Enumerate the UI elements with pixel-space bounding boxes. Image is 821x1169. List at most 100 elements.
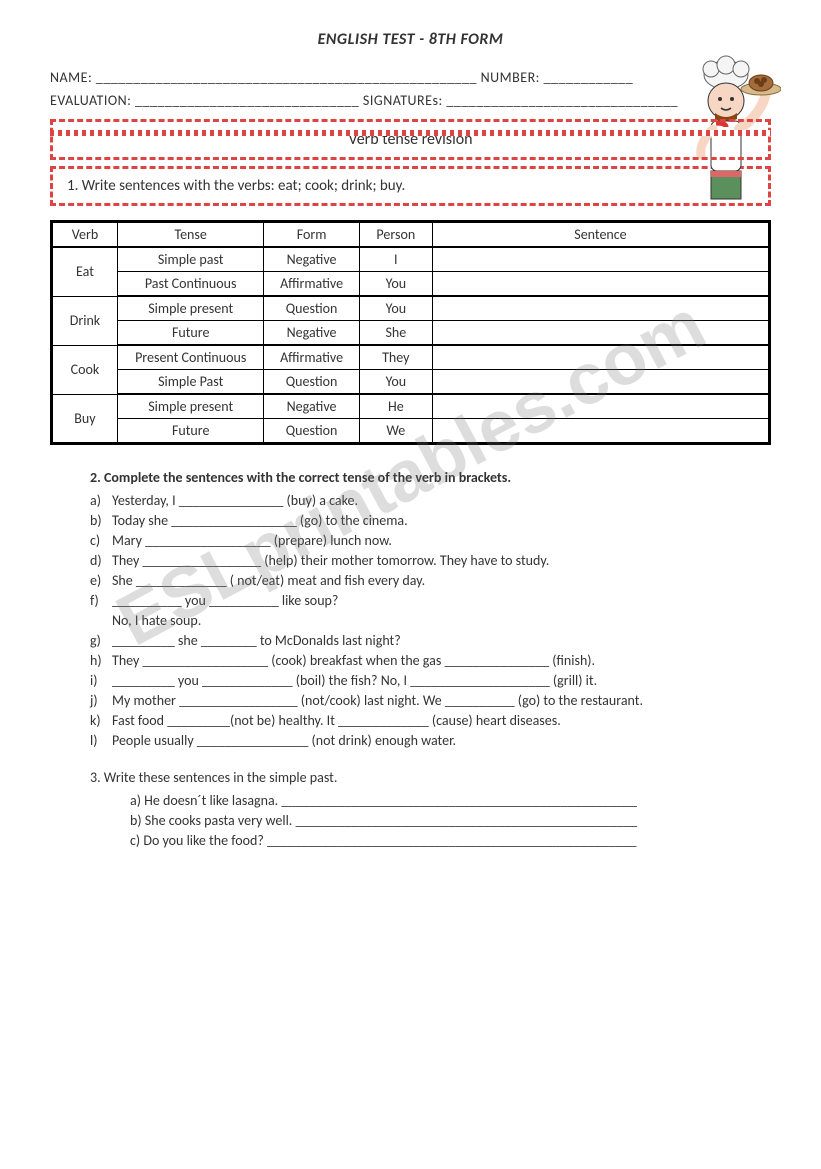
item-label: k) bbox=[90, 712, 112, 729]
table-row: Future Question We bbox=[52, 419, 770, 444]
list-item: b) She cooks pasta very well. __________… bbox=[130, 812, 771, 829]
cell-person: You bbox=[359, 272, 432, 297]
item-text: Fast food _________(not be) healthy. It … bbox=[112, 712, 561, 729]
item-label: j) bbox=[90, 692, 112, 709]
item-text: Today she __________________ (go) to the… bbox=[112, 512, 408, 529]
list-item: g)_________ she ________ to McDonalds la… bbox=[90, 632, 771, 649]
cell-sentence bbox=[432, 321, 769, 346]
list-item: c)Mary __________________ (prepare) lunc… bbox=[90, 532, 771, 549]
cell-form: Affirmative bbox=[264, 345, 359, 370]
item-text: Do you like the food? __________________… bbox=[143, 832, 636, 849]
question-1-text: 1. Write sentences with the verbs: eat; … bbox=[67, 177, 405, 195]
cell-form: Question bbox=[264, 419, 359, 444]
table-row: Buy Simple present Negative He bbox=[52, 394, 770, 419]
item-label: a) bbox=[130, 792, 141, 809]
cell-form: Question bbox=[264, 296, 359, 321]
cell-form: Negative bbox=[264, 394, 359, 419]
table-row: Future Negative She bbox=[52, 321, 770, 346]
cell-person: She bbox=[359, 321, 432, 346]
table-header-row: Verb Tense Form Person Sentence bbox=[52, 222, 770, 248]
table-row: Eat Simple past Negative I bbox=[52, 247, 770, 272]
cell-form: Affirmative bbox=[264, 272, 359, 297]
item-text: She cooks pasta very well. _____________… bbox=[145, 812, 637, 829]
item-label: h) bbox=[90, 652, 112, 669]
item-label: l) bbox=[90, 732, 112, 749]
list-item: k)Fast food _________(not be) healthy. I… bbox=[90, 712, 771, 729]
cell-person: He bbox=[359, 394, 432, 419]
list-item: d)They _________________ (help) their mo… bbox=[90, 552, 771, 569]
section-box-text: Verb tense revision bbox=[348, 130, 472, 149]
cell-tense: Past Continuous bbox=[117, 272, 264, 297]
list-item: b)Today she __________________ (go) to t… bbox=[90, 512, 771, 529]
list-item: e)She _____________ ( not/eat) meat and … bbox=[90, 572, 771, 589]
question-2-heading: 2. Complete the sentences with the corre… bbox=[90, 469, 771, 486]
list-item: i)_________ you _____________ (boil) the… bbox=[90, 672, 771, 689]
th-person: Person bbox=[359, 222, 432, 248]
item-text: Mary __________________ (prepare) lunch … bbox=[112, 532, 392, 549]
cell-verb: Eat bbox=[52, 247, 118, 296]
cell-sentence bbox=[432, 345, 769, 370]
item-text: _________ you _____________ (boil) the f… bbox=[112, 672, 597, 689]
item-label: b) bbox=[130, 812, 142, 829]
cell-sentence bbox=[432, 419, 769, 444]
cell-person: You bbox=[359, 296, 432, 321]
list-item: f)__________ you __________ like soup? bbox=[90, 592, 771, 609]
item-text: She _____________ ( not/eat) meat and fi… bbox=[112, 572, 425, 589]
item-label: c) bbox=[130, 832, 140, 849]
cell-sentence bbox=[432, 394, 769, 419]
list-item: No, I hate soup. bbox=[90, 612, 771, 629]
cell-person: We bbox=[359, 419, 432, 444]
cell-person: They bbox=[359, 345, 432, 370]
cell-tense: Present Continuous bbox=[117, 345, 264, 370]
list-item: h)They __________________ (cook) breakfa… bbox=[90, 652, 771, 669]
cell-tense: Simple Past bbox=[117, 370, 264, 395]
cell-tense: Simple past bbox=[117, 247, 264, 272]
item-label: e) bbox=[90, 572, 112, 589]
cell-sentence bbox=[432, 272, 769, 297]
item-text: __________ you __________ like soup? bbox=[112, 592, 338, 609]
question-2-list: a)Yesterday, I _______________ (buy) a c… bbox=[90, 492, 771, 749]
cell-form: Question bbox=[264, 370, 359, 395]
cell-sentence bbox=[432, 296, 769, 321]
item-label: a) bbox=[90, 492, 112, 509]
cell-person: You bbox=[359, 370, 432, 395]
item-text: They __________________ (cook) breakfast… bbox=[112, 652, 595, 669]
list-item: l)People usually ________________ (not d… bbox=[90, 732, 771, 749]
cell-tense: Future bbox=[117, 321, 264, 346]
item-label: b) bbox=[90, 512, 112, 529]
cell-tense: Future bbox=[117, 419, 264, 444]
item-text: Yesterday, I _______________ (buy) a cak… bbox=[112, 492, 358, 509]
table-row: Drink Simple present Question You bbox=[52, 296, 770, 321]
cell-tense: Simple present bbox=[117, 296, 264, 321]
name-field-line: NAME: __________________________________… bbox=[50, 69, 771, 86]
evaluation-field-line: EVALUATION: ____________________________… bbox=[50, 92, 771, 109]
list-item: j)My mother _________________ (not/cook)… bbox=[90, 692, 771, 709]
cell-form: Negative bbox=[264, 247, 359, 272]
question-3-list: a) He doesn´t like lasagna. ____________… bbox=[130, 792, 771, 849]
list-item: a) He doesn´t like lasagna. ____________… bbox=[130, 792, 771, 809]
item-text: He doesn´t like lasagna. _______________… bbox=[144, 792, 637, 809]
item-text: They _________________ (help) their moth… bbox=[112, 552, 549, 569]
table-row: Cook Present Continuous Affirmative They bbox=[52, 345, 770, 370]
item-text: No, I hate soup. bbox=[112, 612, 201, 629]
item-text: People usually ________________ (not dri… bbox=[112, 732, 456, 749]
verb-table: Verb Tense Form Person Sentence Eat Simp… bbox=[50, 220, 771, 445]
item-label: g) bbox=[90, 632, 112, 649]
table-row: Simple Past Question You bbox=[52, 370, 770, 395]
question-1-box: 1. Write sentences with the verbs: eat; … bbox=[50, 166, 771, 206]
cell-verb: Drink bbox=[52, 296, 118, 345]
cell-sentence bbox=[432, 370, 769, 395]
item-label: i) bbox=[90, 672, 112, 689]
th-verb: Verb bbox=[52, 222, 118, 248]
cell-form: Negative bbox=[264, 321, 359, 346]
cell-person: I bbox=[359, 247, 432, 272]
item-label: d) bbox=[90, 552, 112, 569]
th-sentence: Sentence bbox=[432, 222, 769, 248]
cell-tense: Simple present bbox=[117, 394, 264, 419]
item-text: _________ she ________ to McDonalds last… bbox=[112, 632, 401, 649]
table-row: Past Continuous Affirmative You bbox=[52, 272, 770, 297]
list-item: a)Yesterday, I _______________ (buy) a c… bbox=[90, 492, 771, 509]
page-title: ENGLISH TEST - 8TH FORM bbox=[50, 30, 771, 49]
th-tense: Tense bbox=[117, 222, 264, 248]
cell-sentence bbox=[432, 247, 769, 272]
